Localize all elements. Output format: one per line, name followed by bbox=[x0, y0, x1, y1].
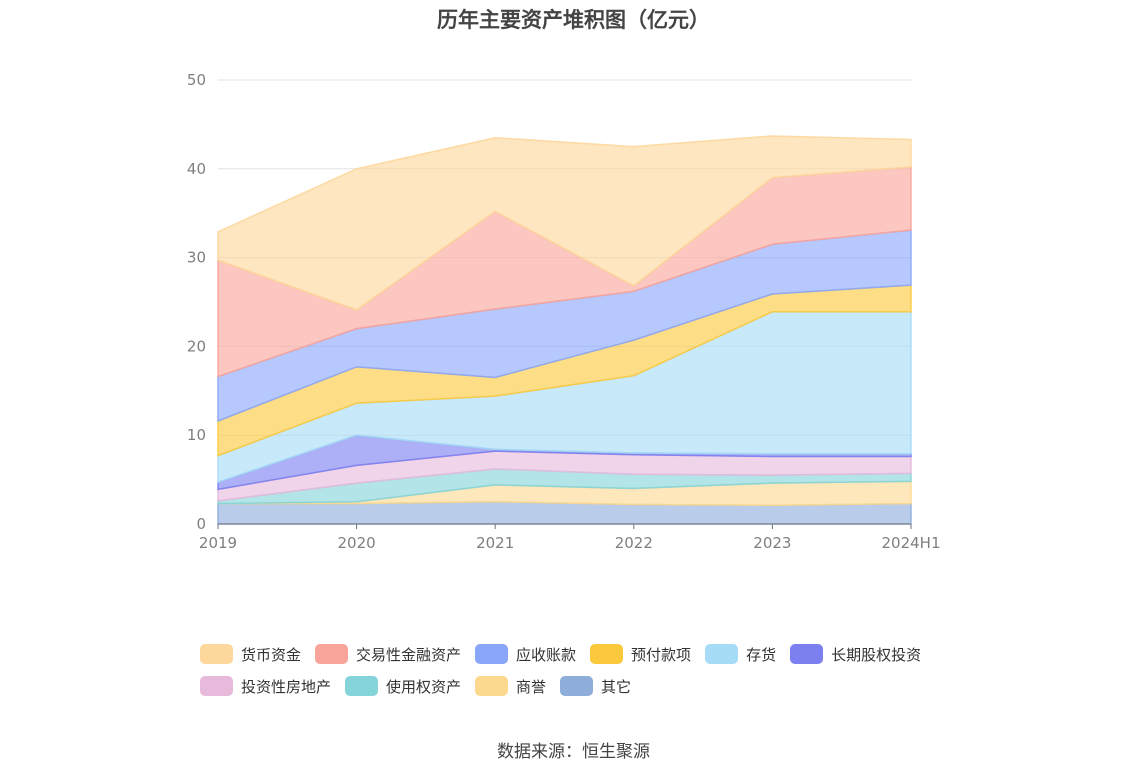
chart-title: 历年主要资产堆积图（亿元） bbox=[437, 8, 710, 32]
legend-item[interactable]: 商誉 bbox=[475, 670, 546, 702]
legend-item[interactable]: 长期股权投资 bbox=[790, 638, 921, 670]
legend-label: 投资性房地产 bbox=[241, 677, 332, 696]
legend-swatch bbox=[590, 644, 624, 664]
legend-item[interactable]: 使用权资产 bbox=[345, 670, 461, 702]
legend: 货币资金 交易性金融资产 应收账款 预付款项 存货 长期股权投资投资性房地产 使用权资产 商誉… bbox=[200, 638, 980, 702]
legend-item[interactable]: 预付款项 bbox=[590, 638, 691, 670]
source-note: 数据来源：恒生聚源 bbox=[497, 742, 650, 762]
legend-label: 预付款项 bbox=[631, 645, 692, 664]
x-tick-label: 2024H1 bbox=[882, 534, 941, 552]
legend-item[interactable]: 交易性金融资产 bbox=[315, 638, 461, 670]
legend-label: 存货 bbox=[746, 645, 777, 664]
y-tick-label: 30 bbox=[187, 249, 206, 267]
legend-item[interactable]: 货币资金 bbox=[200, 638, 301, 670]
x-tick-label: 2021 bbox=[476, 534, 514, 552]
legend-swatch bbox=[315, 644, 349, 664]
legend-label: 使用权资产 bbox=[386, 677, 462, 696]
legend-swatch bbox=[200, 676, 233, 696]
x-tick-label: 2022 bbox=[615, 534, 653, 552]
legend-label: 其它 bbox=[601, 677, 632, 696]
legend-swatch bbox=[705, 644, 739, 664]
y-tick-label: 0 bbox=[196, 515, 206, 533]
legend-item[interactable]: 其它 bbox=[560, 670, 631, 702]
legend-swatch bbox=[560, 676, 594, 696]
y-tick-label: 20 bbox=[187, 337, 206, 355]
area-series bbox=[217, 135, 912, 525]
legend-swatch bbox=[475, 644, 509, 664]
legend-label: 应收账款 bbox=[516, 645, 577, 664]
y-tick-label: 50 bbox=[187, 71, 206, 89]
legend-label: 商誉 bbox=[516, 677, 547, 696]
legend-swatch bbox=[200, 644, 233, 664]
x-tick-label: 2019 bbox=[199, 534, 237, 552]
legend-swatch bbox=[475, 676, 509, 696]
legend-item[interactable]: 投资性房地产 bbox=[200, 670, 331, 702]
legend-item[interactable]: 存货 bbox=[705, 638, 776, 670]
y-tick-label: 40 bbox=[187, 160, 206, 178]
area-series-9[interactable] bbox=[217, 135, 912, 311]
legend-item[interactable]: 应收账款 bbox=[475, 638, 576, 670]
x-tick-label: 2023 bbox=[753, 534, 791, 552]
x-tick-label: 2020 bbox=[338, 534, 376, 552]
axes: 0 10 20 30 40 50 2019 2020 2021 2022 2023 2024H1 bbox=[187, 71, 941, 552]
legend-label: 长期股权投资 bbox=[831, 645, 922, 664]
y-tick-label: 10 bbox=[187, 426, 206, 444]
legend-label: 交易性金融资产 bbox=[356, 645, 462, 664]
legend-swatch bbox=[790, 644, 824, 664]
legend-label: 货币资金 bbox=[241, 645, 302, 664]
legend-swatch bbox=[345, 676, 379, 696]
